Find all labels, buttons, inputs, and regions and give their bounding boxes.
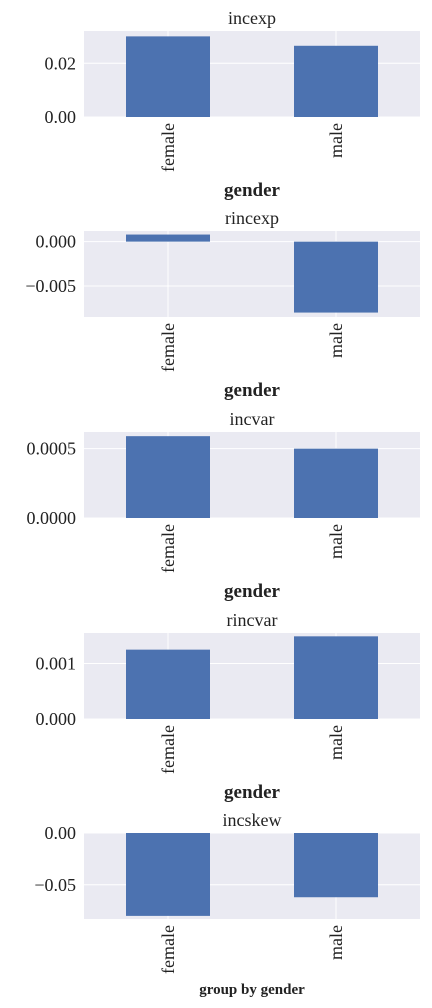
bar-male: [294, 636, 378, 719]
y-tick-label: 0.000: [36, 232, 77, 252]
subplot-incexp: incexp 0.00 0.02 female male gender: [45, 8, 420, 201]
bar-female: [126, 234, 210, 242]
subplot-title: rincvar: [227, 610, 278, 630]
x-tick-label: female: [158, 123, 178, 172]
bar-female: [126, 649, 210, 719]
subplot-title: rincexp: [225, 208, 279, 228]
subplot-title: incskew: [223, 810, 282, 830]
y-tick-label: 0.00: [45, 107, 77, 127]
subplot-incskew: incskew 0.00 −0.05 female male: [34, 810, 420, 974]
figure-suptitle: group by gender: [199, 982, 305, 998]
y-tick-label: −0.05: [34, 875, 76, 895]
y-tick-label: 0.000: [36, 709, 77, 729]
y-tick-label: 0.001: [36, 654, 77, 674]
bar-female: [126, 36, 210, 117]
subplot-title: incvar: [230, 409, 275, 429]
x-tick-label: female: [158, 725, 178, 774]
subplot-rincexp: rincexp 0.000 −0.005 female male gender: [25, 208, 420, 401]
x-tick-label: male: [326, 323, 346, 358]
x-axis-label: gender: [224, 180, 281, 201]
x-axis-label: gender: [224, 782, 281, 803]
bar-male: [294, 241, 378, 313]
x-tick-label: female: [158, 925, 178, 974]
x-axis-label: gender: [224, 581, 281, 602]
x-tick-label: male: [326, 123, 346, 158]
y-tick-label: 0.02: [45, 53, 77, 73]
x-axis-label: gender: [224, 380, 281, 401]
bar-female: [126, 833, 210, 916]
bar-male: [294, 833, 378, 898]
bar-male: [294, 45, 378, 117]
x-tick-label: male: [326, 524, 346, 559]
bar-female: [126, 436, 210, 518]
y-tick-label: 0.00: [45, 823, 77, 843]
subplot-rincvar: rincvar 0.000 0.001 female male gender: [36, 610, 420, 803]
subplot-title: incexp: [228, 8, 276, 28]
x-tick-label: female: [158, 524, 178, 573]
x-tick-label: male: [326, 725, 346, 760]
x-tick-label: male: [326, 925, 346, 960]
subplot-incvar: incvar 0.0000 0.0005 female male gender: [27, 409, 420, 602]
bar-male: [294, 448, 378, 518]
y-tick-label: 0.0005: [27, 439, 77, 459]
y-tick-label: −0.005: [25, 276, 76, 296]
x-tick-label: female: [158, 323, 178, 372]
y-tick-label: 0.0000: [27, 508, 77, 528]
